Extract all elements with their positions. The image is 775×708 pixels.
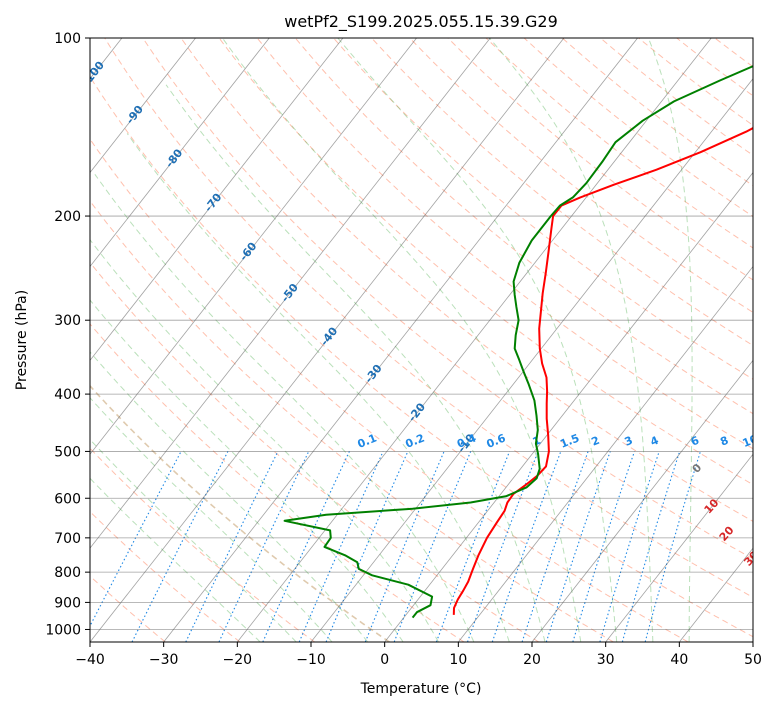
dry-adiabat-line <box>142 38 753 560</box>
moist-adiabat-line <box>90 238 439 642</box>
x-tick-label: −40 <box>75 652 105 668</box>
moist-adiabat-line <box>90 299 404 642</box>
y-tick-label: 1000 <box>45 622 81 638</box>
y-tick-label: 300 <box>54 313 81 329</box>
isotherm-line <box>237 38 712 642</box>
mixing-ratio-line <box>466 451 539 642</box>
mixing-ratio-line <box>521 451 589 642</box>
dry-adiabat-line <box>90 200 614 642</box>
dry-adiabat-line <box>333 38 753 380</box>
isotherm-line <box>163 38 638 642</box>
x-tick-label: 0 <box>380 652 389 668</box>
isotherm-line <box>90 38 270 268</box>
x-tick-label: 20 <box>523 652 541 668</box>
dry-adiabat-line <box>90 138 689 642</box>
mixing-ratio-line <box>435 451 511 642</box>
y-tick-label: 400 <box>54 387 81 403</box>
mixing-ratio-line <box>298 451 384 642</box>
dry-adiabat-label: 30 <box>741 548 761 568</box>
x-tick-label: −20 <box>223 652 253 668</box>
y-tick-label: 200 <box>54 209 81 225</box>
x-tick-label: −30 <box>149 652 179 668</box>
isotherm-line <box>458 265 753 642</box>
isotherm-line <box>605 453 753 642</box>
dry-adiabats <box>90 38 753 642</box>
mixing-ratio-line <box>621 451 681 642</box>
x-tick-label: 10 <box>449 652 467 668</box>
isotherm-line <box>310 78 753 642</box>
mixing-ratio-line <box>262 451 350 642</box>
x-axis-ticks: −40 −30 −20 −10 0 10 20 30 40 50 <box>75 642 762 668</box>
y-tick-label: 900 <box>54 595 81 611</box>
isotherm-line <box>384 171 753 642</box>
isotherm-line <box>90 38 196 174</box>
mixing-ratio-line <box>364 451 445 642</box>
mixing-ratio-line <box>491 451 562 642</box>
y-tick-label: 800 <box>54 565 81 581</box>
moist-adiabat-line <box>337 38 618 642</box>
moist-adiabat-line <box>221 38 582 642</box>
dry-adiabat-line <box>90 75 753 638</box>
plot-frame <box>89 37 754 643</box>
plot-area: -100-90-80-70-60-50-40-30-20-10010203040… <box>90 38 761 642</box>
temperature-profile-line <box>452 126 753 615</box>
dry-adiabat-line <box>90 323 465 642</box>
isotherm-line <box>90 38 344 361</box>
x-tick-label: 30 <box>597 652 615 668</box>
mixing-ratio-line <box>572 451 636 642</box>
mixing-ratio-line <box>599 451 660 642</box>
dry-adiabat-line <box>104 38 753 598</box>
isotherm-line <box>90 38 565 642</box>
dry-adiabat-line <box>90 575 166 642</box>
y-axis-label: Pressure (hPa) <box>14 290 30 390</box>
isotherm-line <box>90 38 417 455</box>
isotherm-line <box>90 38 491 549</box>
mixing-ratio-label: 8 <box>718 434 730 449</box>
dry-adiabat-line <box>371 38 753 347</box>
mixing-ratio-label: 10 <box>741 432 760 450</box>
dry-adiabat-line <box>90 261 540 642</box>
moist-adiabat-line <box>647 38 693 642</box>
x-tick-label: 50 <box>744 652 762 668</box>
x-axis-label: Temperature (°C) <box>360 681 482 697</box>
mixing-ratio-label: 2 <box>590 434 602 449</box>
y-tick-label: 100 <box>54 31 81 47</box>
y-tick-label: 600 <box>54 491 81 507</box>
y-tick-label: 500 <box>54 444 81 460</box>
x-tick-label: 40 <box>670 652 688 668</box>
isotherm-line <box>531 359 753 642</box>
moist-adiabat-line <box>90 477 261 642</box>
x-tick-label: −10 <box>296 652 326 668</box>
moist-adiabat-line <box>165 84 546 642</box>
mixing-ratio-label: 3 <box>623 434 635 449</box>
y-axis-ticks: 100 200 300 400 500 600 700 800 900 1000 <box>45 31 90 638</box>
mixing-ratio-line <box>325 451 409 642</box>
chart-title: wetPf2_S199.2025.055.15.39.G29 <box>284 12 558 32</box>
dry-adiabat-line <box>90 384 390 642</box>
dry-adiabat-line <box>409 38 753 313</box>
y-tick-label: 700 <box>54 531 81 547</box>
isotherm-lines <box>90 38 753 642</box>
moist-adiabat-line <box>489 38 654 642</box>
dry-adiabat-line <box>90 447 315 642</box>
profile-series <box>283 65 753 619</box>
dewpoint-profile-line <box>283 65 753 619</box>
dry-adiabat-line <box>180 38 753 522</box>
isobar-lines <box>90 38 753 630</box>
mixing-ratio-line <box>545 451 611 642</box>
